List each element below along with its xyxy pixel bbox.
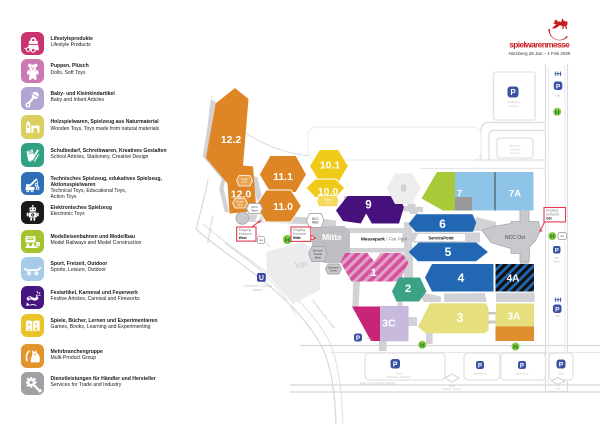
svg-text:Messepark: Messepark <box>361 237 385 242</box>
svg-text:12.0: 12.0 <box>231 189 252 201</box>
svg-text:Eingang: Eingang <box>546 209 558 213</box>
svg-text:3A: 3A <box>508 312 521 323</box>
svg-text:P: P <box>356 335 360 342</box>
svg-text:ServicePoint: ServicePoint <box>428 236 454 241</box>
svg-text:5: 5 <box>445 245 452 259</box>
svg-text:Mitte: Mitte <box>293 236 301 240</box>
svg-text:4A: 4A <box>507 274 520 285</box>
svg-text:Otto-Bärnreuther-Straße: Otto-Bärnreuther-Straße <box>310 298 336 330</box>
svg-text:8: 8 <box>401 184 407 195</box>
svg-text:3C: 3C <box>382 318 396 330</box>
svg-text:Parking: Parking <box>508 104 519 108</box>
svg-text:Einfahrt / Access: Einfahrt / Access <box>548 390 568 394</box>
svg-text:VIP: VIP <box>295 261 309 270</box>
svg-text:Einfahrt / Access: Einfahrt / Access <box>442 387 462 391</box>
svg-text:NCC: NCC <box>251 205 258 209</box>
svg-text:VIP 1: VIP 1 <box>366 337 373 341</box>
svg-text:P: P <box>478 362 482 369</box>
svg-text:Süd: Süd <box>397 372 402 376</box>
svg-text:7A: 7A <box>509 189 521 200</box>
svg-text:Ost: Ost <box>555 314 560 318</box>
svg-text:9: 9 <box>365 200 371 212</box>
svg-text:P: P <box>520 362 524 369</box>
svg-text:2: 2 <box>405 283 411 295</box>
svg-text:12.2: 12.2 <box>221 134 242 146</box>
svg-text:Parkhaus / Parking: Parkhaus / Parking <box>387 375 411 379</box>
svg-text:Karl-Schönleben-Straße: Karl-Schönleben-Straße <box>360 382 396 386</box>
svg-text:P: P <box>510 88 516 97</box>
svg-text:West: West <box>239 236 248 240</box>
svg-text:4: 4 <box>458 271 465 285</box>
svg-text:Ost: Ost <box>556 387 560 391</box>
svg-text:11.1: 11.1 <box>273 171 293 183</box>
svg-text:Mitte: Mitte <box>322 232 342 242</box>
svg-text:Eingang: Eingang <box>293 228 305 232</box>
svg-text:12.0: 12.0 <box>237 203 243 207</box>
svg-text:U-Bahnhof / Subway: U-Bahnhof / Subway <box>243 284 273 288</box>
svg-text:3: 3 <box>457 311 464 325</box>
svg-text:Ost: Ost <box>546 217 553 221</box>
svg-text:VIP: VIP <box>554 256 559 260</box>
svg-text:West: West <box>251 208 258 212</box>
svg-text:P: P <box>555 306 560 313</box>
svg-text:Ost: Ost <box>555 94 560 98</box>
svg-text:/ Fair Park: / Fair Park <box>385 237 408 242</box>
svg-text:10.0: 10.0 <box>325 201 331 205</box>
svg-text:11.0: 11.0 <box>273 201 293 213</box>
svg-text:Entrance: Entrance <box>546 213 559 217</box>
svg-text:TAXI: TAXI <box>259 239 263 242</box>
svg-text:P: P <box>393 362 398 369</box>
svg-text:Operation: Operation <box>328 266 340 269</box>
svg-text:P: P <box>559 362 564 369</box>
svg-text:H: H <box>285 236 290 245</box>
svg-text:Mitte: Mitte <box>315 256 322 260</box>
svg-text:1: 1 <box>371 267 377 279</box>
svg-text:P: P <box>555 248 559 254</box>
svg-text:TAXI: TAXI <box>560 235 564 238</box>
svg-text:Foyer: Foyer <box>241 177 248 181</box>
svg-text:Parkhaus: Parkhaus <box>507 100 520 104</box>
svg-text:Station: Station <box>253 288 263 292</box>
svg-text:Mitte: Mitte <box>312 221 319 225</box>
svg-text:P: P <box>556 83 561 90</box>
svg-text:6: 6 <box>439 217 446 231</box>
svg-text:Foyer: Foyer <box>324 197 331 201</box>
svg-text:H: H <box>513 344 518 351</box>
svg-text:Entrance: Entrance <box>239 232 252 236</box>
svg-text:Service-: Service- <box>313 249 324 253</box>
svg-text:Center: Center <box>510 151 519 155</box>
svg-text:Münchener Straße: Münchener Straße <box>206 215 215 243</box>
svg-text:West: West <box>449 384 455 388</box>
svg-text:Pavillon: Pavillon <box>510 147 521 151</box>
svg-text:U: U <box>259 275 264 282</box>
svg-text:12.2: 12.2 <box>242 180 248 184</box>
svg-text:10.1: 10.1 <box>320 160 341 172</box>
svg-text:Center: Center <box>314 252 323 256</box>
svg-text:NCC Ost: NCC Ost <box>505 235 526 241</box>
svg-text:Süd-Ost 3: Süd-Ost 3 <box>516 372 529 376</box>
svg-text:Ost 2: Ost 2 <box>553 259 560 263</box>
svg-text:H: H <box>550 234 555 241</box>
svg-text:7: 7 <box>457 189 462 200</box>
svg-text:NCC: NCC <box>312 217 320 221</box>
svg-text:Center: Center <box>330 269 338 272</box>
svg-text:Service-: Service- <box>509 144 520 148</box>
svg-text:spielwarenmesse: spielwarenmesse <box>509 39 570 49</box>
svg-text:Eingang: Eingang <box>239 228 251 232</box>
svg-text:H: H <box>555 109 560 116</box>
svg-text:H: H <box>420 342 425 349</box>
svg-text:Entrance: Entrance <box>293 232 306 236</box>
svg-text:Nürnberg 28 Jan – 1 Feb 2025: Nürnberg 28 Jan – 1 Feb 2025 <box>509 51 571 56</box>
svg-text:Foyer: Foyer <box>237 200 244 204</box>
svg-text:Süd: Süd <box>559 372 564 376</box>
svg-text:Süd-Ost 1: Süd-Ost 1 <box>474 372 487 376</box>
